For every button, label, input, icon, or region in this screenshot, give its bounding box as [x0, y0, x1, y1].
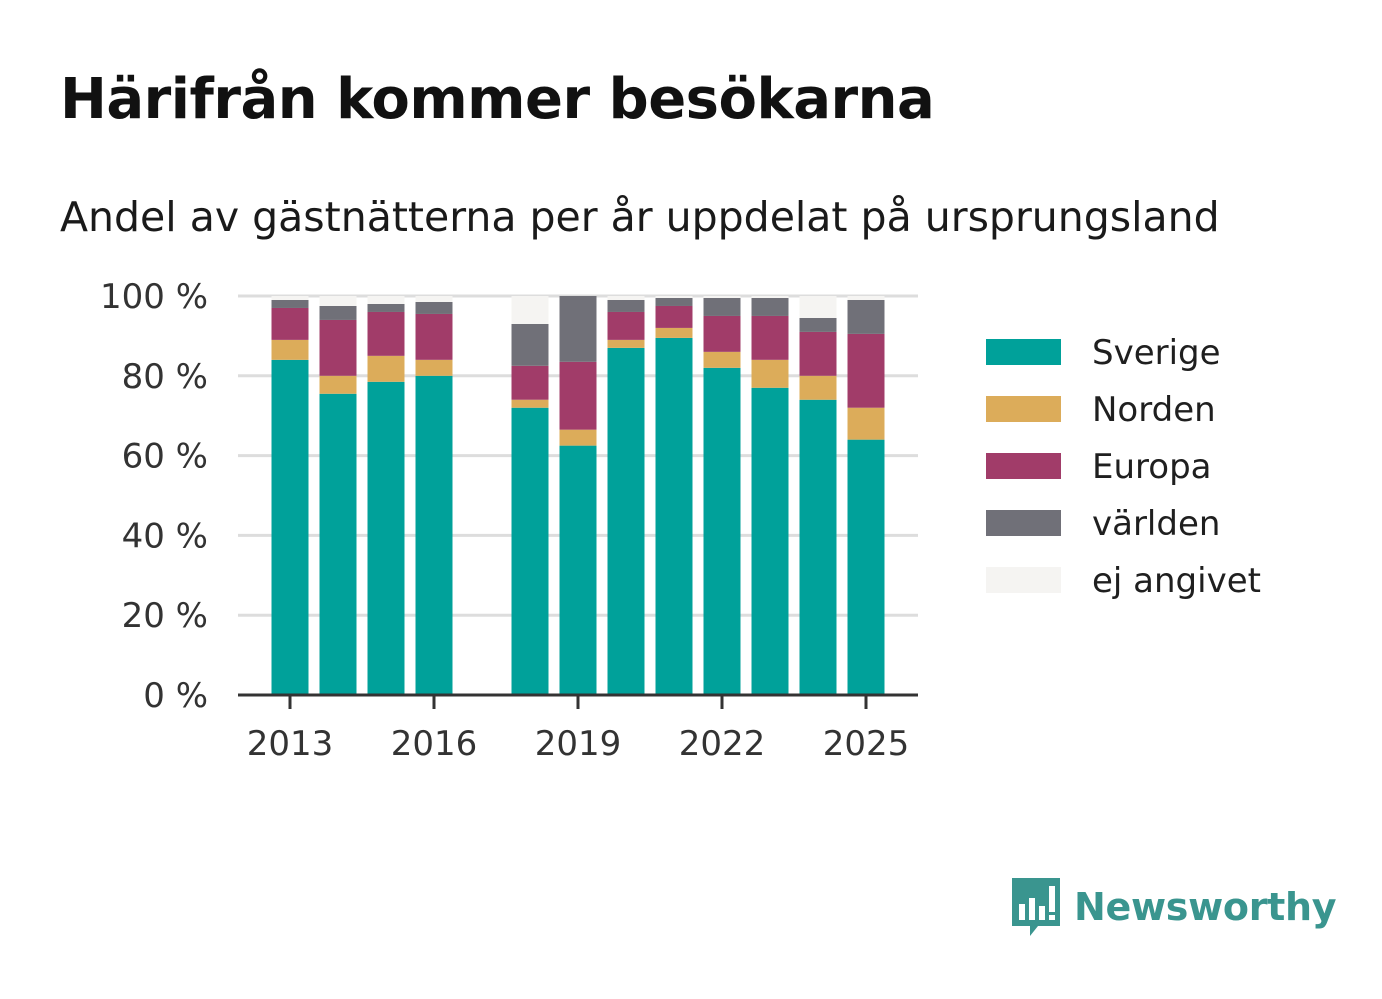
y-tick-label: 80 % — [122, 357, 208, 397]
bar-segment-ej-angivet-2025 — [847, 296, 885, 300]
axes: 0 % 20 % 40 % 60 % 80 % 100 % 2013 2016 2019 2022… — [100, 277, 918, 764]
bar-segment-ej-angivet-2021 — [655, 296, 693, 298]
bar-segment-ej-angivet-2016 — [415, 296, 453, 302]
bar-segment-ej-angivet-2023 — [751, 296, 789, 298]
legend-swatch-norden — [986, 396, 1061, 422]
x-tick-label: 2016 — [391, 724, 478, 764]
bar-segment-europa-2019 — [559, 361, 597, 430]
bar-segment-ej-angivet-2024 — [799, 296, 837, 318]
bar-segment-norden-2013 — [271, 339, 309, 360]
bar-segment-sverige-2015 — [367, 381, 405, 695]
bar-segment-sverige-2016 — [415, 375, 453, 695]
legend-swatch-sverige — [986, 339, 1061, 365]
newsworthy-brand: Newsworthy — [1010, 876, 1337, 938]
bar-segment-sverige-2013 — [271, 359, 309, 695]
bar-segment-norden-2020 — [607, 339, 645, 348]
bar-segment-ej-angivet-2014 — [319, 296, 357, 306]
bar-segment-världen-2019 — [559, 296, 597, 362]
bar-segment-norden-2022 — [703, 351, 741, 368]
y-tick-label: 0 % — [143, 676, 208, 716]
bar-segment-världen-2023 — [751, 297, 789, 316]
legend-label: Norden — [1092, 390, 1216, 430]
bar-segment-världen-2025 — [847, 299, 885, 334]
y-tick-label: 20 % — [122, 596, 208, 636]
newsworthy-logo-icon — [1012, 878, 1060, 936]
bar-segment-europa-2013 — [271, 307, 309, 340]
bar-segment-sverige-2014 — [319, 393, 357, 695]
bar-segment-sverige-2020 — [607, 347, 645, 695]
bar-segment-europa-2025 — [847, 333, 885, 408]
bar-segment-världen-2016 — [415, 301, 453, 314]
bar-segment-norden-2016 — [415, 359, 453, 376]
bar-segment-norden-2018 — [511, 399, 549, 408]
bars — [271, 296, 885, 695]
bar-segment-sverige-2022 — [703, 367, 741, 695]
bar-segment-sverige-2023 — [751, 387, 789, 695]
bar-segment-europa-2022 — [703, 315, 741, 352]
bar-segment-världen-2018 — [511, 323, 549, 366]
bar-segment-norden-2025 — [847, 407, 885, 440]
bar-segment-sverige-2019 — [559, 445, 597, 695]
bar-segment-världen-2022 — [703, 297, 741, 316]
bar-segment-sverige-2025 — [847, 439, 885, 695]
bar-segment-sverige-2024 — [799, 399, 837, 695]
bar-segment-norden-2024 — [799, 375, 837, 400]
bar-segment-världen-2015 — [367, 303, 405, 312]
chart-subtitle: Andel av gästnätterna per år uppdelat på… — [60, 193, 1220, 241]
bar-segment-ej-angivet-2018 — [511, 296, 549, 324]
legend-swatch-världen — [986, 510, 1061, 536]
bar-segment-europa-2018 — [511, 365, 549, 400]
chart-title: Härifrån kommer besökarna — [60, 67, 935, 132]
x-tick-label: 2019 — [535, 724, 622, 764]
x-tick-label: 2013 — [247, 724, 334, 764]
legend-label: Europa — [1092, 447, 1211, 487]
bar-segment-europa-2024 — [799, 331, 837, 376]
x-tick-label: 2025 — [823, 724, 910, 764]
bar-segment-norden-2021 — [655, 327, 693, 338]
bar-segment-världen-2014 — [319, 305, 357, 320]
y-tick-label: 40 % — [122, 516, 208, 556]
bar-segment-ej-angivet-2020 — [607, 296, 645, 300]
y-tick-label: 100 % — [100, 277, 208, 317]
bar-segment-norden-2019 — [559, 429, 597, 446]
bar-segment-europa-2020 — [607, 311, 645, 340]
legend-swatch-ej-angivet — [986, 567, 1061, 593]
bar-segment-världen-2021 — [655, 297, 693, 306]
bar-segment-europa-2023 — [751, 315, 789, 360]
bar-segment-ej-angivet-2022 — [703, 296, 741, 298]
legend-swatch-europa — [986, 453, 1061, 479]
bar-segment-världen-2020 — [607, 299, 645, 312]
bar-segment-ej-angivet-2013 — [271, 296, 309, 300]
bar-segment-europa-2014 — [319, 319, 357, 376]
legend-label: Sverige — [1092, 333, 1221, 373]
bar-segment-ej-angivet-2015 — [367, 296, 405, 304]
brand-name: Newsworthy — [1074, 885, 1337, 929]
bar-segment-sverige-2018 — [511, 407, 549, 695]
bar-segment-norden-2014 — [319, 375, 357, 394]
bar-segment-norden-2015 — [367, 355, 405, 382]
bar-segment-europa-2015 — [367, 311, 405, 356]
bar-segment-europa-2016 — [415, 313, 453, 360]
legend-label: ej angivet — [1092, 561, 1261, 601]
x-tick-label: 2022 — [679, 724, 766, 764]
bar-segment-europa-2021 — [655, 305, 693, 328]
legend-label: världen — [1092, 504, 1220, 544]
y-tick-label: 60 % — [122, 437, 208, 477]
bar-segment-sverige-2021 — [655, 337, 693, 695]
bar-segment-norden-2023 — [751, 359, 789, 388]
legend: Sverige Norden Europa världen ej angivet — [986, 333, 1261, 601]
bar-segment-världen-2024 — [799, 317, 837, 332]
bar-segment-världen-2013 — [271, 299, 309, 308]
